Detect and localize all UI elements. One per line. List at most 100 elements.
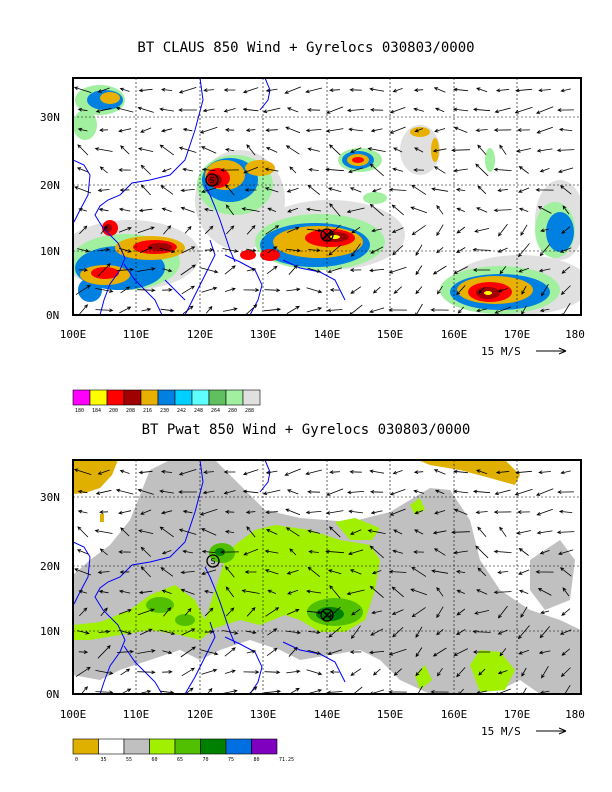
wind-vector <box>414 529 424 535</box>
wind-vector <box>391 204 404 216</box>
wind-vector <box>561 266 571 274</box>
wind-vector <box>159 107 174 112</box>
wind-vector <box>393 668 402 676</box>
bottom-gyre-marker-2 <box>320 608 334 622</box>
wind-vector <box>391 609 404 615</box>
wind-vector <box>369 163 384 177</box>
wind-vector <box>306 228 323 233</box>
wind-vector <box>474 228 490 233</box>
wind-vector <box>308 248 321 253</box>
wind-vector <box>243 288 260 292</box>
wind-vector <box>433 166 446 174</box>
colorbar-swatch <box>140 389 159 406</box>
wind-vector <box>180 570 195 575</box>
colorbar-label: 60 <box>152 757 158 763</box>
top-xlabel: 120E <box>187 328 214 341</box>
wind-vector <box>476 469 488 475</box>
colorbar-swatch <box>72 738 99 755</box>
wind-vector <box>119 87 130 92</box>
wind-vector <box>307 529 320 534</box>
wind-vector <box>472 650 491 654</box>
wind-vector <box>199 508 218 516</box>
wind-vector <box>493 167 512 172</box>
wind-vector <box>369 87 384 92</box>
wind-vector <box>160 469 173 474</box>
wind-vector <box>141 307 152 312</box>
wind-vector <box>204 589 214 594</box>
wind-vector <box>348 549 364 556</box>
colorbar-label: 55 <box>126 757 132 763</box>
wind-vector <box>99 166 108 174</box>
wind-vector <box>430 690 449 694</box>
wind-vector <box>223 108 236 113</box>
wind-vector <box>564 684 571 694</box>
wind-vector <box>248 686 258 694</box>
colorbar-label: 65 <box>177 757 183 763</box>
wind-vector <box>411 566 427 577</box>
wind-vector <box>222 630 239 635</box>
wind-vector <box>518 267 530 273</box>
wind-vector <box>79 225 88 235</box>
wind-vector <box>118 510 132 515</box>
wind-vector <box>556 148 575 153</box>
wind-vector <box>308 167 319 172</box>
wind-vector <box>559 185 572 195</box>
wind-vector <box>456 207 465 212</box>
wind-vector <box>514 106 533 114</box>
top-xlabel: 170E <box>504 328 531 341</box>
colorbar-label: 288 <box>245 408 254 414</box>
wind-vector <box>518 649 530 655</box>
wind-vector <box>518 569 530 575</box>
wind-vector <box>98 247 111 252</box>
wind-vector <box>476 87 488 93</box>
wind-vector <box>517 243 530 258</box>
wind-vector <box>457 306 464 314</box>
wind-vector <box>458 688 464 694</box>
wind-vector <box>116 267 135 272</box>
wind-vector <box>369 307 385 313</box>
wind-vector <box>536 126 553 134</box>
wind-vector <box>495 470 510 475</box>
colorbar-label: 230 <box>160 408 169 414</box>
wind-vector <box>178 528 197 535</box>
wind-vector <box>562 205 570 215</box>
wind-vector <box>329 526 341 538</box>
wind-vector <box>141 689 152 694</box>
wind-vector <box>559 629 572 635</box>
wind-vector <box>201 569 217 575</box>
wind-vector <box>472 247 491 252</box>
wind-vector <box>202 490 215 495</box>
wind-vector <box>97 570 110 575</box>
wind-vector <box>286 489 299 495</box>
wind-vector <box>267 628 278 636</box>
wind-vector <box>389 508 406 516</box>
bottom-xlabel: 130E <box>250 708 277 721</box>
wind-vector <box>413 107 425 112</box>
colorbar-label: 208 <box>126 408 135 414</box>
wind-vector <box>494 489 511 496</box>
colorbar-swatch <box>200 738 227 755</box>
wind-vector <box>538 268 551 273</box>
wind-vector <box>540 610 550 615</box>
wind-vector <box>226 607 235 617</box>
wind-vector <box>515 470 532 475</box>
wind-vector <box>472 268 491 272</box>
wind-vector <box>453 508 468 515</box>
wind-vector <box>521 667 527 677</box>
colorbar-swatch <box>174 738 201 755</box>
colorbar-label: 184 <box>92 408 101 414</box>
wind-vector <box>285 508 301 516</box>
wind-vector <box>138 208 153 213</box>
wind-vector <box>287 226 300 233</box>
top-frame <box>72 77 582 316</box>
wind-vector <box>73 86 92 93</box>
wind-vector <box>161 550 172 555</box>
wind-vector <box>329 88 340 92</box>
wind-vector <box>160 87 173 92</box>
top-xlabel: 110E <box>123 328 150 341</box>
colorbar-label: 264 <box>211 408 220 414</box>
wind-vector <box>137 488 154 495</box>
wind-vector <box>497 605 508 619</box>
wind-vector <box>392 88 403 93</box>
wind-vector <box>200 528 217 536</box>
